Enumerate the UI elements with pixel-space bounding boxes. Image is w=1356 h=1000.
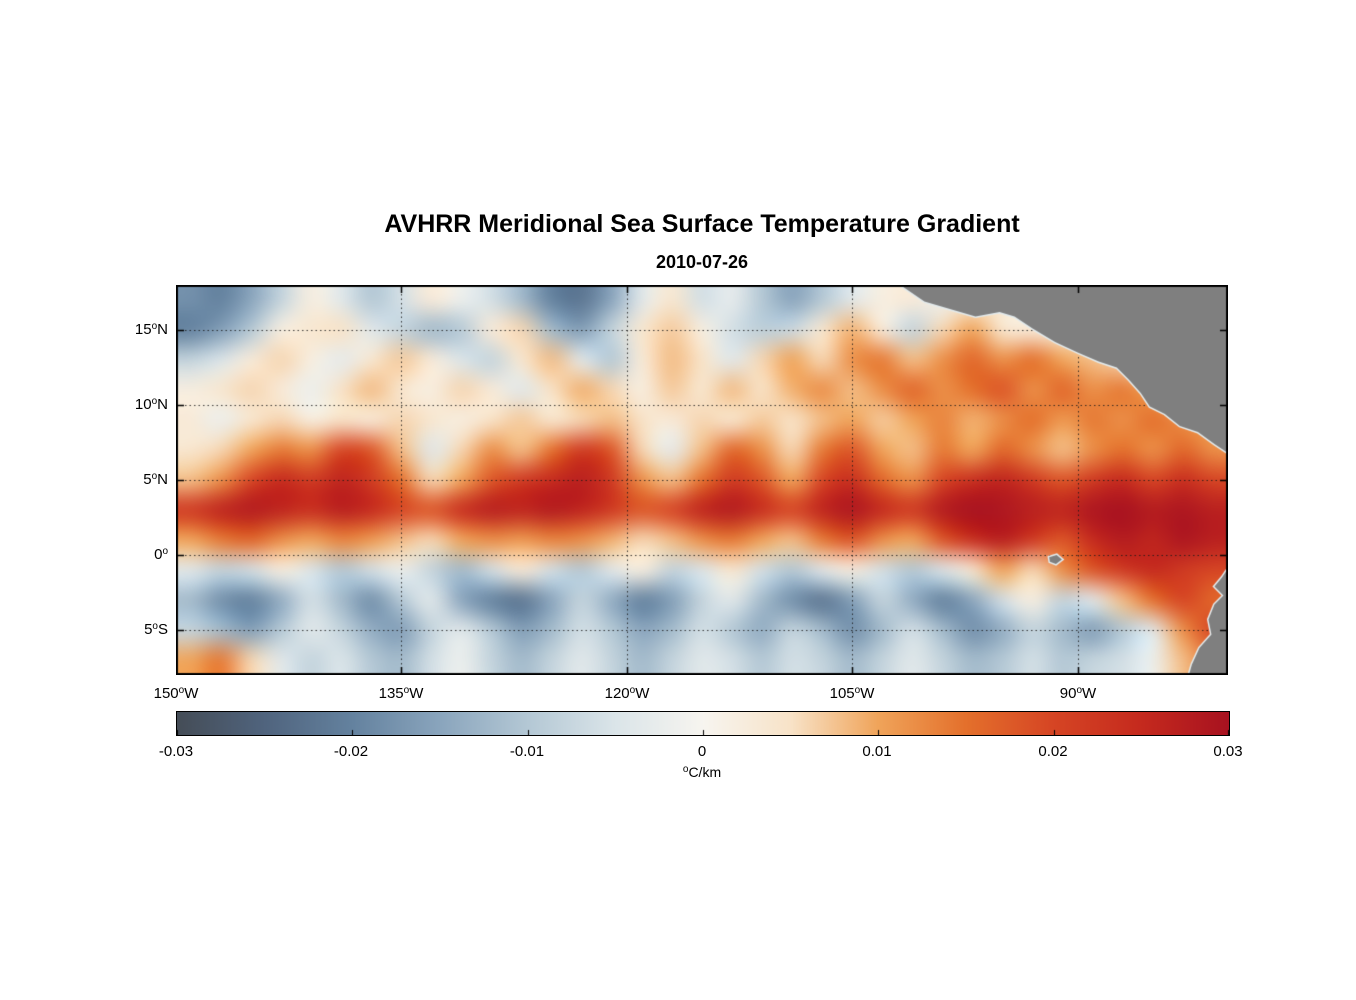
- colorbar-tick-neg-0-02: -0.02: [333, 743, 369, 760]
- colorbar-tick-0-03: 0.03: [1213, 743, 1243, 760]
- y-tick-label: 15: [134, 321, 152, 338]
- x-tick-120w: 120oW: [605, 685, 650, 702]
- y-tick-15n: 15oN: [86, 321, 168, 338]
- degree-superscript: o: [151, 396, 158, 407]
- colorbar-tick-0: 0: [697, 743, 707, 760]
- degree-superscript: o: [629, 685, 636, 696]
- degree-superscript: o: [162, 546, 168, 557]
- hemisphere-letter: W: [860, 685, 875, 702]
- chart-subtitle: 2010-07-26: [655, 252, 749, 272]
- hemisphere-letter: W: [409, 685, 424, 702]
- x-tick-label: 105: [829, 685, 855, 702]
- degree-superscript: o: [854, 685, 861, 696]
- degree-superscript: o: [152, 621, 158, 632]
- hemisphere-letter: W: [184, 685, 199, 702]
- degree-superscript: o: [682, 764, 689, 775]
- x-tick-135w: 135oW: [379, 685, 424, 702]
- y-tick-label: 10: [134, 396, 152, 413]
- heatmap-canvas: [176, 285, 1228, 675]
- hemisphere-letter: N: [157, 396, 168, 413]
- x-tick-label: 135: [378, 685, 404, 702]
- colorbar-tick-0-02: 0.02: [1038, 743, 1068, 760]
- hemisphere-letter: N: [157, 321, 168, 338]
- y-tick-label: 0: [154, 546, 163, 563]
- chart-title: AVHRR Meridional Sea Surface Temperature…: [384, 210, 1020, 238]
- colorbar-tick-neg-0-03: -0.03: [158, 743, 194, 760]
- hemisphere-letter: W: [635, 685, 650, 702]
- colorbar-tick-0-01: 0.01: [862, 743, 892, 760]
- x-tick-label: 120: [604, 685, 630, 702]
- degree-superscript: o: [151, 321, 158, 332]
- y-tick-5n: 5oN: [86, 471, 168, 488]
- x-tick-label: 150: [153, 685, 179, 702]
- hemisphere-letter: S: [157, 621, 168, 638]
- x-tick-105w: 105oW: [830, 685, 875, 702]
- y-tick-10n: 10oN: [86, 396, 168, 413]
- degree-superscript: o: [178, 685, 185, 696]
- y-tick-label: 5: [143, 471, 152, 488]
- x-tick-150w: 150oW: [154, 685, 199, 702]
- hemisphere-letter: W: [1082, 685, 1097, 702]
- degree-superscript: o: [1076, 685, 1083, 696]
- colorbar: [176, 711, 1230, 736]
- y-tick-5s: 5oS: [86, 621, 168, 638]
- x-tick-label: 90: [1059, 685, 1077, 702]
- units-text: C/km: [688, 764, 722, 780]
- y-tick-label: 5: [144, 621, 153, 638]
- degree-superscript: o: [403, 685, 410, 696]
- degree-superscript: o: [151, 471, 158, 482]
- y-tick-0: 0o: [86, 546, 168, 563]
- colorbar-units-label: oC/km: [683, 764, 721, 780]
- x-tick-90w: 90oW: [1060, 685, 1096, 702]
- hemisphere-letter: N: [157, 471, 168, 488]
- colorbar-tick-neg-0-01: -0.01: [509, 743, 545, 760]
